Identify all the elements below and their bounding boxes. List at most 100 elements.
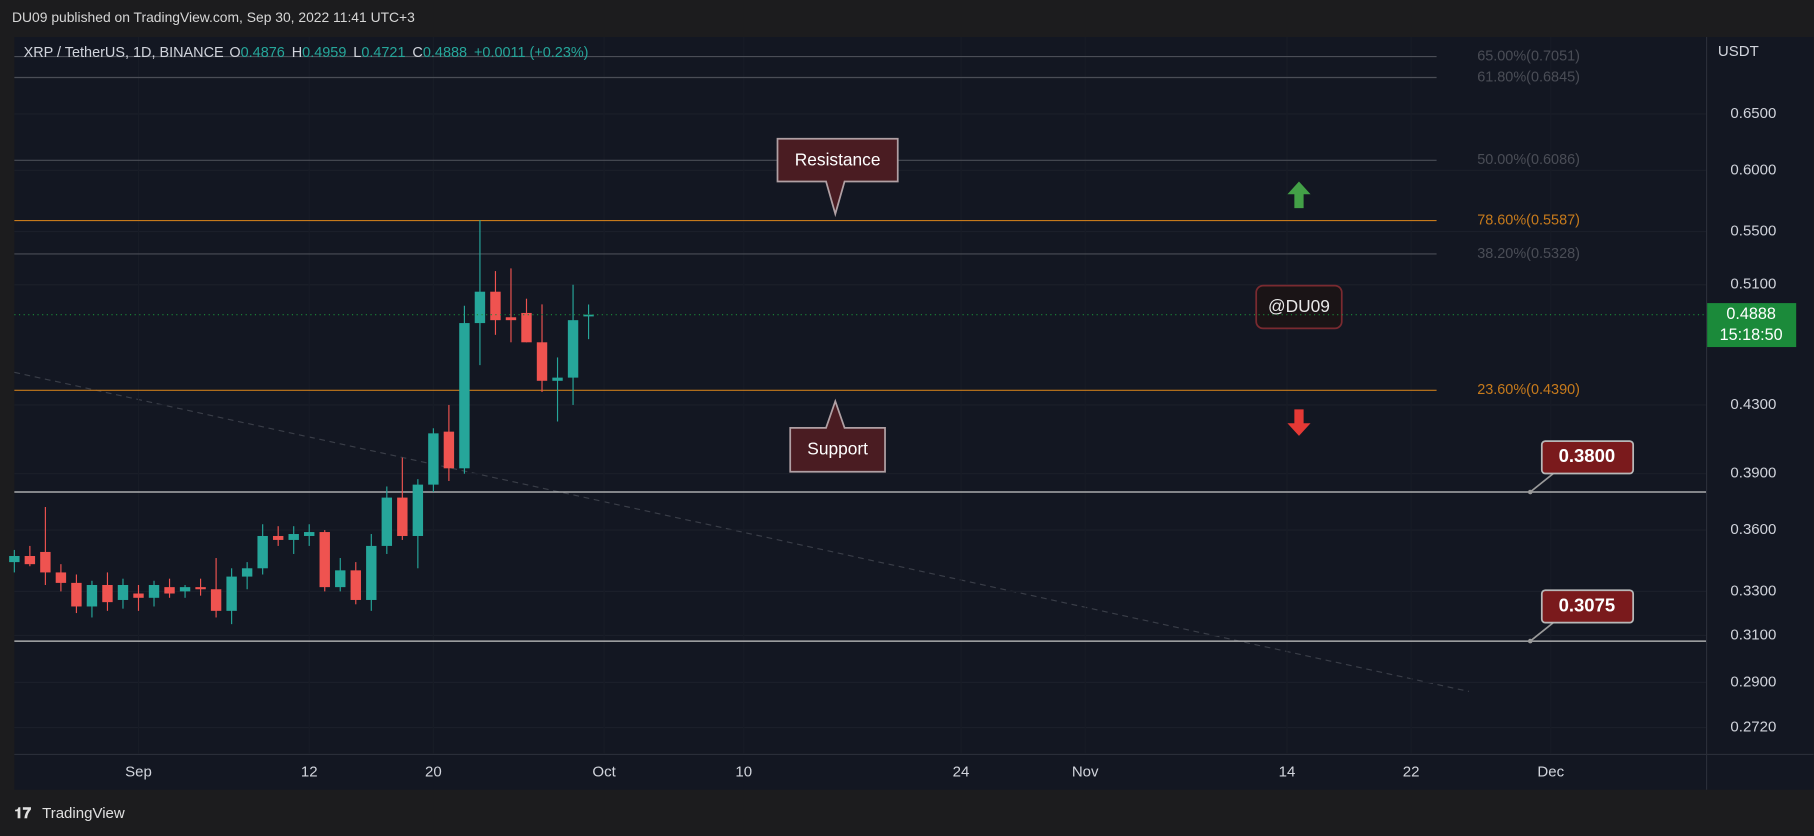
legend-value: 0.4888 [423,45,467,61]
candle-body [381,497,393,546]
legend-key: H [292,45,302,61]
x-tick-label: 14 [1279,763,1296,780]
candle-body [9,555,20,563]
candle-body [412,484,424,536]
ohlc-legend: O0.4876 H0.4959 L0.4721 C0.4888 +0.0011 (+0.… [229,45,588,61]
legend-key: L [353,45,361,61]
up-arrow [1287,181,1311,209]
legend-key: C [412,45,422,61]
candle-body [288,534,299,540]
x-tick-label: Nov [1072,763,1099,780]
candle-body [428,433,439,485]
fib-levels: 65.00%(0.7051) 61.80%(0.6845) 50.00%(0.608… [14,48,1580,398]
candle-body [195,587,206,590]
resistance-callout [776,137,899,218]
candle-body [366,545,377,600]
level-anchor [1527,638,1533,644]
candle-body [148,585,160,598]
fib-label: 61.80%(0.6845) [1477,69,1580,85]
legend-value: 0.4876 [241,45,285,61]
down-arrow [1287,409,1311,436]
x-tick-label: 12 [301,763,318,780]
candle-body [459,323,470,469]
candle-body [272,535,284,540]
countdown: 15:18:50 [1720,326,1783,344]
x-tick-label: 20 [425,763,442,780]
candles [9,220,594,625]
support-label: Support [807,438,868,458]
candle-body [117,585,129,600]
candle-body [583,314,594,317]
x-tick-label: 24 [953,763,970,780]
x-tick-label: Oct [592,763,616,780]
y-tick-label: 0.5100 [1730,276,1776,293]
candle-body [241,568,253,577]
candle-body [536,342,548,381]
candle-body [71,582,82,607]
candle-body [350,570,361,600]
level-box [1540,440,1635,475]
candle-body [133,593,144,598]
candle-body [257,535,268,569]
y-tick-label: 0.6500 [1730,105,1776,122]
resistance-label: Resistance [795,149,881,169]
author-label: @DU09 [1268,296,1330,316]
level-pointer [1529,472,1554,493]
legend-value: 0.4959 [302,45,346,61]
candle-body [443,431,455,469]
candle-body [505,317,517,321]
fib-label: 50.00%(0.6086) [1477,152,1580,168]
x-tick-label: 10 [735,763,752,780]
y-tick-label: 0.2720 [1730,718,1776,735]
candle-body [164,587,175,594]
fib-label: 78.60%(0.5587) [1477,212,1580,228]
legend-value: 0.4721 [361,45,405,61]
y-tick-label: 0.5500 [1730,223,1776,240]
y-tick-label: 0.4300 [1730,396,1776,413]
candle-body [552,377,563,381]
levels: 0.3800 0.3075 [14,440,1706,644]
candle-body [55,572,67,583]
price-axis [1707,37,1814,754]
candle-body [397,497,408,536]
last-price-box [1707,303,1797,348]
x-tick-label: Sep [125,763,152,780]
candle-body [490,291,501,321]
fib-label: 38.20%(0.5328) [1477,246,1580,262]
candle-body [102,585,113,603]
candle-body [226,576,237,611]
footer: TradingView [42,805,125,822]
y-tick-label: 0.3100 [1730,626,1776,643]
legend-change: +0.0011 (+0.23%) [474,45,589,61]
y-tick-label: 0.3300 [1730,582,1776,599]
fib-label: 23.60%(0.4390) [1477,382,1580,398]
time-axis [14,755,1814,790]
x-tick-label: Dec [1537,763,1564,780]
candle-body [86,585,98,607]
candle-body [567,320,579,378]
candle-body [521,312,532,343]
logo-mark: 𝟏𝟕 [14,805,31,822]
level-label: 0.3075 [1559,594,1616,615]
level-anchor [1527,489,1533,495]
candle-body [319,532,330,588]
candle-body [210,589,222,611]
y-tick-label: 0.3600 [1730,521,1776,538]
symbol: XRP / TetherUS, 1D, BINANCE [24,45,224,61]
candle-body [40,551,51,573]
candle-body [179,587,191,592]
last-price-label: 0.4888 [1726,305,1775,323]
support-callout [789,398,886,473]
legend-key: O [229,45,240,61]
fib-label: 65.00%(0.7051) [1477,48,1580,64]
y-tick-label: 0.6000 [1730,161,1776,178]
candle-body [335,570,346,588]
y-tick-label: 0.2900 [1730,673,1776,690]
level-box [1540,589,1635,624]
candle-body [474,291,486,324]
currency: USDT [1718,43,1759,60]
level-pointer [1529,621,1554,642]
candle-body [304,532,315,536]
header: DU09 published on TradingView.com, Sep 3… [12,9,415,25]
